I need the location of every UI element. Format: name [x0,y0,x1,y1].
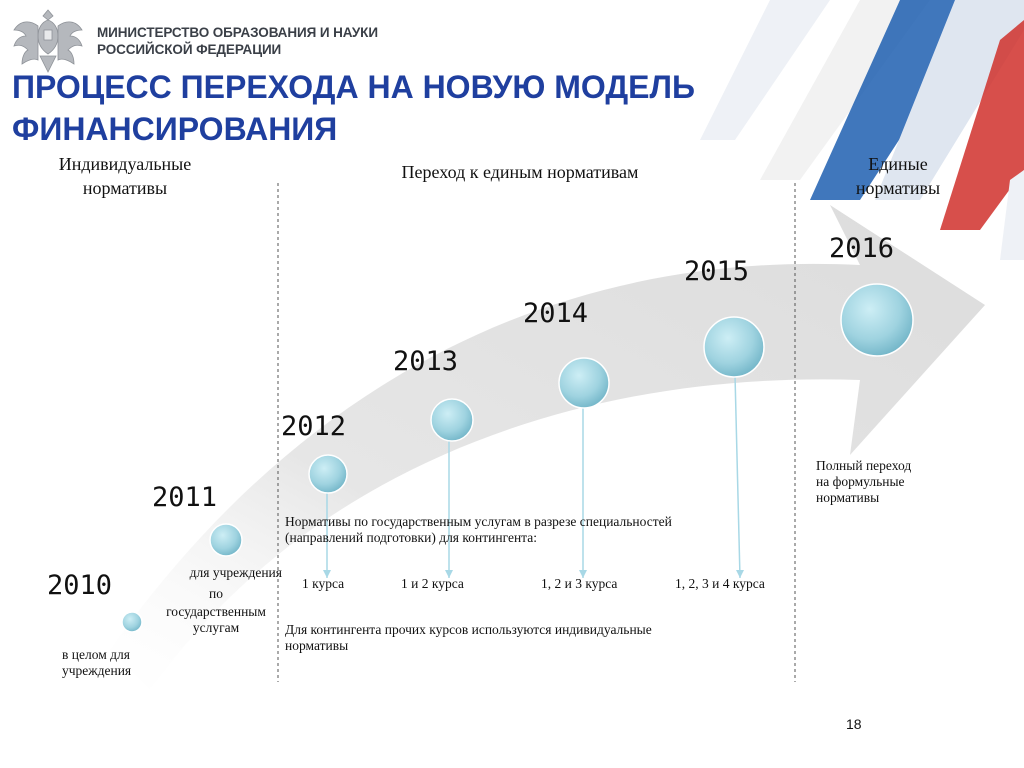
phase-individual: Индивидуальные нормативы [20,152,230,200]
phase-unified-line2: нормативы [855,178,941,198]
node-2014 [558,357,610,409]
final-transition-note: Полный переход на формульные нормативы [816,458,966,506]
note-2010-line1: в целом для [62,647,130,662]
page-number: 18 [846,716,862,732]
other-courses-note-line2: нормативы [285,638,349,653]
year-2012: 2012 [281,411,347,442]
note-2011-line3: государственным [166,604,266,619]
year-2014: 2014 [523,298,589,329]
connector-arrowhead-2013 [445,570,453,578]
note-2010-line2: учреждения [62,663,132,678]
node-2011 [209,523,243,557]
course-label-2013: 1 и 2 курса [401,576,464,591]
connector-arrowhead-2015 [736,570,744,578]
note-2011-line4: услугам [192,620,240,635]
node-2015 [703,316,765,378]
transition-description-line2: (направлений подготовки) для контингента… [285,530,537,545]
connector-2015 [734,374,741,579]
node-2016 [840,283,914,357]
year-2011: 2011 [152,482,218,513]
note-2011-line1: для учреждения [189,565,282,580]
connector-arrowhead-2012 [323,570,331,578]
slide-title-line2: ФИНАНСИРОВАНИЯ [12,111,338,147]
slide-title: ПРОЦЕСС ПЕРЕХОДА НА НОВУЮ МОДЕЛЬ ФИНАНСИ… [12,66,772,150]
connector-arrowhead-2014 [579,570,587,578]
transition-description-line1: Нормативы по государственным услугам в р… [285,514,672,529]
year-2013: 2013 [393,346,459,377]
ministry-name-line1: МИНИСТЕРСТВО ОБРАЗОВАНИЯ И НАУКИ [97,25,378,40]
year-2010: 2010 [47,570,113,601]
ministry-name-line2: РОССИЙСКОЙ ФЕДЕРАЦИИ [97,42,282,57]
phase-unified-line1: Единые [868,154,928,174]
timeline-arrow [110,205,985,690]
other-courses-note: Для контингента прочих курсов используют… [285,622,785,654]
coat-of-arms-emblem [13,9,83,73]
final-transition-note-line2: на формульные [816,474,905,489]
course-label-2015: 1, 2, 3 и 4 курса [675,576,765,591]
final-transition-note-line1: Полный переход [816,458,912,473]
phase-transition: Переход к единым нормативам [401,162,639,182]
node-2010 [121,611,143,633]
ministry-name: МИНИСТЕРСТВО ОБРАЗОВАНИЯ И НАУКИ РОССИЙС… [97,24,378,58]
phase-individual-line2: нормативы [82,178,168,198]
final-transition-note-line3: нормативы [816,490,880,505]
year-2016: 2016 [829,233,895,264]
node-2012 [308,454,348,494]
slide-title-line1: ПРОЦЕСС ПЕРЕХОДА НА НОВУЮ МОДЕЛЬ [12,69,695,105]
corner-stripes-decoration [700,0,1024,260]
course-label-2014: 1, 2 и 3 курса [541,576,618,591]
other-courses-note-line1: Для контингента прочих курсов используют… [285,622,652,637]
year-2015: 2015 [684,256,750,287]
phase-unified: Единые нормативы [818,152,978,200]
note-2011: для учреждения по государственным услуга… [150,562,282,636]
transition-description: Нормативы по государственным услугам в р… [285,514,785,546]
phase-individual-line1: Индивидуальные [58,154,192,174]
note-2010: в целом для учреждения [62,647,131,679]
course-label-2012: 1 курса [302,576,345,591]
note-2011-line2: по [209,586,223,601]
node-2013 [430,398,474,442]
